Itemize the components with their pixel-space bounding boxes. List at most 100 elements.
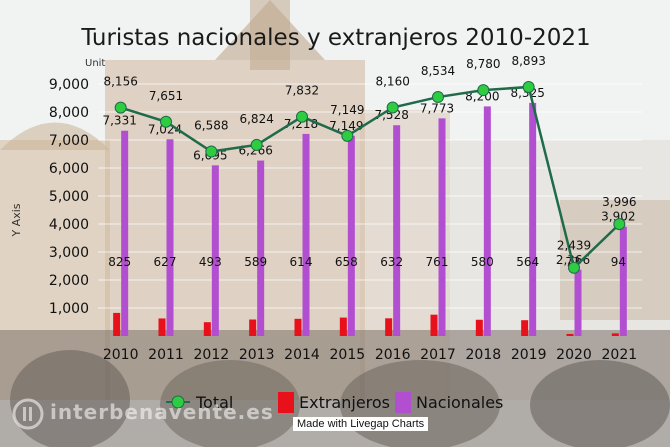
total-point bbox=[477, 84, 490, 97]
x-tick-label: 2010 bbox=[103, 347, 139, 363]
y-tick-label: 9,000 bbox=[49, 77, 89, 93]
x-tick-label: 2021 bbox=[602, 347, 638, 363]
x-axis: 2010 2011 2012 2013 2014 2015 2016 2017 2018 2019… bbox=[103, 347, 637, 363]
bar-extranjeros bbox=[611, 333, 619, 336]
credit-label[interactable]: Made with Livegap Charts bbox=[293, 417, 429, 431]
data-label-extranjeros: 658 bbox=[335, 255, 358, 269]
x-tick-label: 2019 bbox=[511, 347, 547, 363]
data-label-extranjeros: 627 bbox=[154, 255, 177, 269]
total-point bbox=[341, 129, 354, 142]
y-axis-title: Y Axis bbox=[10, 203, 23, 237]
bar-nacionales bbox=[529, 102, 537, 337]
x-tick-label: 2013 bbox=[239, 347, 275, 363]
bar-extranjeros bbox=[430, 314, 438, 336]
data-label-extranjeros: 493 bbox=[199, 255, 222, 269]
data-label-total: 8,160 bbox=[375, 75, 409, 89]
total-point bbox=[386, 101, 399, 114]
bar-nacionales bbox=[166, 139, 174, 336]
data-label-nacionales: 7,331 bbox=[102, 114, 136, 128]
y-tick-label: 8,000 bbox=[49, 105, 89, 121]
logo-icon bbox=[12, 398, 44, 430]
bar-nacionales bbox=[483, 106, 491, 337]
legend-label-extranjeros: Extranjeros bbox=[299, 393, 390, 412]
bar-nacionales bbox=[211, 165, 219, 336]
legend-marker-swatch bbox=[171, 395, 185, 409]
x-tick-label: 2017 bbox=[420, 347, 456, 363]
legend-swatch-nacionales bbox=[395, 392, 411, 413]
bar-nacionales bbox=[257, 160, 265, 336]
total-point bbox=[613, 218, 626, 231]
total-point bbox=[296, 110, 308, 123]
data-label-extranjeros: 580 bbox=[471, 255, 494, 269]
bar-extranjeros bbox=[385, 318, 393, 336]
legend: Total Extranjeros Nacionales bbox=[166, 392, 503, 413]
x-tick-label: 2020 bbox=[556, 347, 592, 363]
data-label-total: 7,149 bbox=[330, 103, 364, 117]
bar-extranjeros bbox=[113, 312, 121, 336]
data-label-total: 6,824 bbox=[239, 112, 273, 126]
data-label-total: 7,832 bbox=[285, 84, 319, 98]
bar-extranjeros bbox=[566, 333, 574, 336]
x-tick-label: 2015 bbox=[330, 347, 366, 363]
bar-nacionales bbox=[393, 125, 401, 336]
total-point bbox=[114, 101, 127, 114]
chart-title: Turistas nacionales y extranjeros 2010-2… bbox=[80, 25, 590, 51]
total-point bbox=[250, 138, 263, 151]
y-tick-label: 3,000 bbox=[49, 245, 89, 261]
total-point bbox=[160, 115, 172, 128]
y-tick-label: 4,000 bbox=[49, 217, 89, 233]
data-label-total: 8,156 bbox=[103, 75, 137, 89]
legend-swatch-extranjeros bbox=[278, 392, 294, 413]
data-label-nacionales: 7,528 bbox=[374, 108, 408, 122]
bar-nacionales bbox=[347, 135, 355, 336]
bar-extranjeros bbox=[521, 320, 529, 336]
total-series-line bbox=[120, 85, 621, 271]
watermark-text: interbenavente.es bbox=[50, 400, 274, 424]
data-label-nacionales: 7,773 bbox=[420, 101, 454, 115]
gridlines bbox=[98, 83, 642, 309]
data-label-total: 2,439 bbox=[557, 239, 591, 253]
data-label-total: 3,996 bbox=[602, 195, 636, 209]
data-label-total: 7,651 bbox=[149, 89, 183, 103]
data-label-total: 8,534 bbox=[421, 64, 455, 78]
bar-extranjeros bbox=[294, 318, 302, 336]
data-label-extranjeros: 94 bbox=[611, 255, 626, 269]
data-label-extranjeros: 825 bbox=[108, 255, 131, 269]
x-tick-label: 2016 bbox=[375, 347, 411, 363]
y-tick-label: 6,000 bbox=[49, 161, 89, 177]
data-label-total: 8,893 bbox=[511, 54, 545, 68]
y-tick-label: 2,000 bbox=[49, 273, 89, 289]
data-label-extranjeros: 564 bbox=[516, 255, 539, 269]
x-tick-label: 2018 bbox=[466, 347, 502, 363]
data-label-extranjeros: 589 bbox=[244, 255, 267, 269]
x-tick-label: 2014 bbox=[284, 347, 320, 363]
legend-item-total[interactable]: Total bbox=[166, 393, 233, 412]
data-label-total: 8,780 bbox=[466, 57, 500, 71]
y-axis: 1,000 2,000 3,000 4,000 5,000 6,000 7,000 8,000… bbox=[49, 77, 89, 317]
y-tick-label: 7,000 bbox=[49, 133, 89, 149]
data-label-extranjeros: 632 bbox=[380, 255, 403, 269]
bar-extranjeros bbox=[249, 319, 257, 336]
data-label-nacionales: 8,200 bbox=[465, 89, 499, 103]
bar-nacionales bbox=[302, 133, 310, 336]
bar-extranjeros bbox=[158, 318, 166, 336]
bar-extranjeros bbox=[339, 317, 347, 336]
total-point bbox=[522, 80, 535, 93]
legend-label-total: Total bbox=[195, 393, 233, 412]
bar-nacionales bbox=[438, 118, 446, 336]
bar-nacionales bbox=[619, 226, 627, 336]
y-tick-label: 5,000 bbox=[49, 189, 89, 205]
legend-item-extranjeros[interactable]: Extranjeros bbox=[278, 392, 390, 413]
legend-item-nacionales[interactable]: Nacionales bbox=[395, 392, 503, 413]
data-label-nacionales: 7,149 bbox=[329, 119, 363, 133]
legend-label-nacionales: Nacionales bbox=[416, 393, 503, 412]
total-point bbox=[205, 145, 218, 158]
line-series: 8,156 7,651 6,588 6,824 7,832 7,149 8,160 8,534… bbox=[103, 54, 637, 274]
unit-label: Unit bbox=[85, 58, 105, 69]
total-point bbox=[432, 91, 444, 104]
data-label-total: 6,588 bbox=[194, 119, 228, 133]
y-tick-label: 1,000 bbox=[49, 301, 89, 317]
data-label-extranjeros: 761 bbox=[426, 255, 449, 269]
total-point bbox=[568, 261, 580, 274]
